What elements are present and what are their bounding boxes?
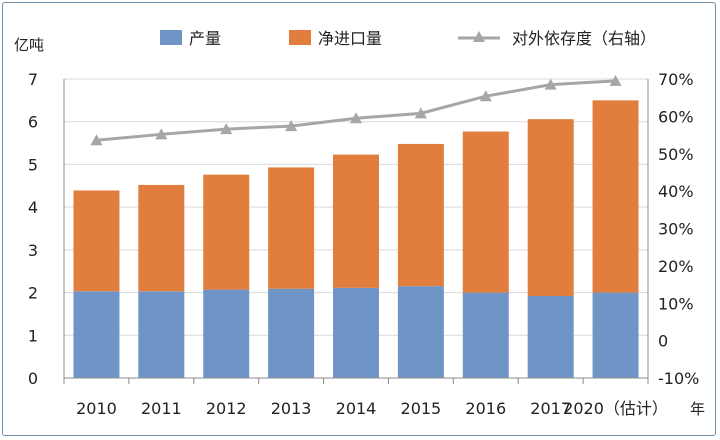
x-tick-label: 2015 <box>401 399 442 418</box>
dependency-marker <box>544 78 557 90</box>
legend-swatch-net-import <box>289 30 311 45</box>
left-tick-label: 6 <box>28 113 38 132</box>
right-tick-label: 40% <box>658 182 694 201</box>
bar-net-import <box>333 154 379 288</box>
chart-frame <box>2 2 716 436</box>
legend: 产量 净进口量 对外依存度（右轴） <box>160 29 656 48</box>
left-tick-label: 2 <box>28 284 38 303</box>
left-tick-label: 7 <box>28 70 38 89</box>
left-tick-label: 1 <box>28 326 38 345</box>
bar-net-import <box>138 184 185 292</box>
dependency-marker <box>220 123 233 135</box>
axes: 0 1 2 3 4 5 6 7 -10% 0 10% 20% 30% 40% 50% 60% 70% 2010 20… <box>28 70 700 418</box>
right-tick-label: 20% <box>658 257 694 276</box>
right-tick-label: 0 <box>658 332 668 351</box>
legend-label-production: 产量 <box>189 29 221 48</box>
bar-net-import <box>527 119 574 296</box>
dependency-marker <box>90 134 103 146</box>
bar-net-import <box>73 190 120 292</box>
legend-label-dependency: 对外依存度（右轴） <box>512 29 656 48</box>
legend-swatch-production <box>160 30 182 45</box>
dependency-marker <box>479 90 492 102</box>
dependency-marker <box>609 74 622 86</box>
bar-net-import <box>268 167 315 289</box>
bar-net-import <box>397 143 444 287</box>
right-tick-label: 30% <box>658 220 694 239</box>
x-tick-label: 2010 <box>76 399 117 418</box>
x-tick-label: 2020（估计） <box>563 399 668 418</box>
right-tick-label: -10% <box>658 369 699 388</box>
x-tick-label: 2014 <box>336 399 377 418</box>
bar-production <box>333 287 379 378</box>
bar-net-import <box>462 131 509 293</box>
left-axis-unit-label: 亿吨 <box>14 36 44 54</box>
x-tick-label: 2016 <box>465 399 506 418</box>
bar-production <box>138 291 185 378</box>
left-tick-label: 3 <box>28 241 38 260</box>
bar-production <box>527 295 574 378</box>
bar-production <box>462 292 509 378</box>
x-tick-label: 2012 <box>206 399 247 418</box>
dependency-line <box>90 74 622 146</box>
right-tick-label: 70% <box>658 70 694 89</box>
right-tick-label: 10% <box>658 294 694 313</box>
bar-production <box>268 288 315 378</box>
legend-marker-dependency <box>473 31 485 42</box>
right-tick-label: 50% <box>658 145 694 164</box>
right-tick-label: 60% <box>658 107 694 126</box>
left-tick-label: 5 <box>28 155 38 174</box>
bar-production <box>73 291 120 378</box>
dependency-marker <box>414 107 427 119</box>
bar-production <box>397 286 444 378</box>
bars <box>73 100 639 378</box>
dependency-marker <box>155 128 168 140</box>
bar-net-import <box>592 100 639 293</box>
dependency-marker <box>350 112 362 124</box>
bar-net-import <box>203 174 250 290</box>
bar-production <box>203 289 250 378</box>
x-tick-label: 2011 <box>141 399 182 418</box>
dependency-marker <box>285 120 298 132</box>
bar-production <box>592 292 639 378</box>
left-tick-label: 4 <box>28 198 38 217</box>
x-tick-label: 2013 <box>271 399 312 418</box>
legend-label-net-import: 净进口量 <box>318 29 382 48</box>
left-tick-label: 0 <box>28 369 38 388</box>
x-tick-label: 2017 <box>530 399 571 418</box>
x-axis-unit-label: 年 <box>690 400 705 418</box>
